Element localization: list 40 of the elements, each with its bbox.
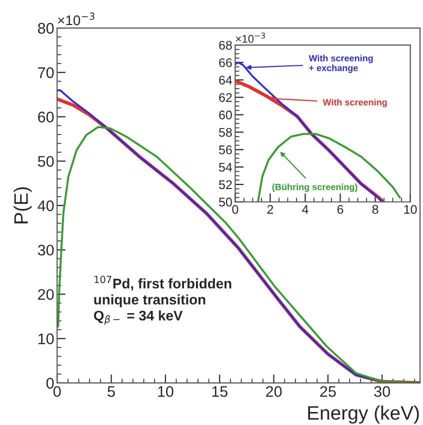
text: With screening + exchange xyxy=(308,54,373,73)
x-tick-label: 25 xyxy=(320,386,336,397)
x-tick-label: 0 xyxy=(53,386,61,397)
y-tick-label: 62 xyxy=(219,93,232,102)
x-axis-title: Energy (keV) xyxy=(308,406,419,424)
annotation: ×10$^{−3}$ xyxy=(236,32,265,43)
x-tick-label: 30 xyxy=(374,386,390,397)
y-tick-label: 58 xyxy=(219,128,232,137)
y-tick-label: 80 xyxy=(38,22,54,34)
y-tick-label: 64 xyxy=(219,76,232,85)
y-tick-label: 54 xyxy=(219,162,232,172)
x-tick-label: 5 xyxy=(108,386,115,397)
y-tick-label: 60 xyxy=(219,110,232,120)
y-tick-label: 60 xyxy=(38,112,54,122)
y-tick-label: 68 xyxy=(219,40,232,50)
y-tick-label: 56 xyxy=(219,145,232,154)
y-tick-label: 50 xyxy=(38,156,54,167)
text: With screening xyxy=(322,98,387,108)
text: ×10$^{−3}$ xyxy=(58,12,94,26)
x-tick-label: 10 xyxy=(404,204,417,214)
y-tick-label: 30 xyxy=(38,244,54,256)
y-tick-label: 10 xyxy=(38,333,54,344)
y-axis-title: P(E) xyxy=(14,187,32,224)
x-tick-label: 8 xyxy=(372,204,378,214)
y-tick-label: 50 xyxy=(219,198,232,207)
x-tick-label: 6 xyxy=(337,204,344,214)
x-tick-label: 15 xyxy=(212,386,228,397)
y-tick-label: 20 xyxy=(38,289,54,300)
x-tick-label: 2 xyxy=(267,204,274,214)
annotation: $^{107}$Pd, first forbidden unique transition Q$_{β−}$ = 34 keV xyxy=(94,276,232,325)
y-tick-label: 52 xyxy=(219,180,232,190)
x-tick-label: 10 xyxy=(158,386,174,397)
y-tick-label: 0 xyxy=(46,378,54,389)
x-tick-label: 4 xyxy=(302,205,308,214)
y-tick-label: 40 xyxy=(38,200,54,212)
y-tick-label: 66 xyxy=(219,58,232,68)
y-tick-label: 70 xyxy=(38,67,54,78)
x-tick-label: 20 xyxy=(266,386,282,397)
series-label: (Bühring screening) xyxy=(272,184,358,192)
x-tick-label: 0 xyxy=(232,204,238,214)
